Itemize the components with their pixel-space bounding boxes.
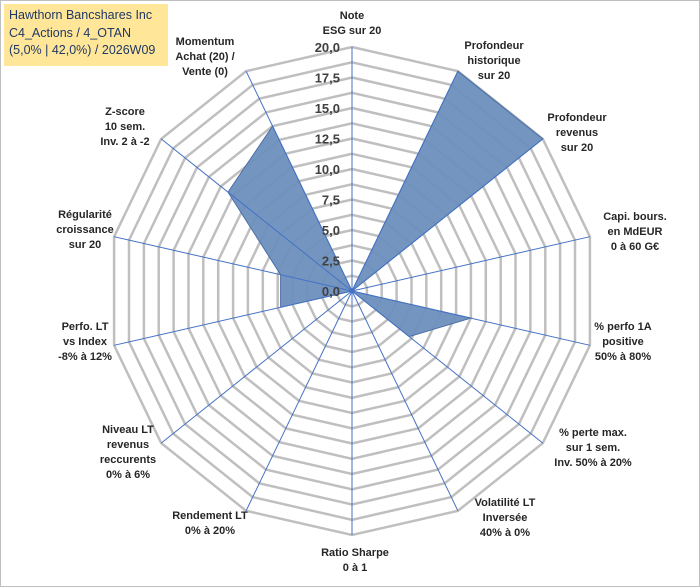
axis-label-line: Inversée	[483, 512, 528, 524]
axis-label-line: ESG sur 20	[323, 25, 382, 37]
axis-spoke	[245, 70, 353, 292]
axis-label-line: sur 20	[478, 70, 510, 82]
axis-label-line: reccurents	[100, 454, 156, 466]
axis-label-line: Note	[340, 10, 364, 22]
axis-label: Régularité croissance sur 20	[56, 209, 113, 251]
axis-label-line: 40% à 0%	[480, 527, 530, 539]
tick-label: 7,5	[322, 193, 340, 208]
axis-label: Profondeur historique sur 20	[464, 40, 524, 82]
axis-label-line: positive	[602, 336, 644, 348]
axis-label-line: en MdEUR	[608, 226, 663, 238]
radar-axis-labels: Note ESG sur 20 Profondeur historique sur 20…	[56, 10, 667, 574]
axis-label: Ratio Sharpe 0 à 1	[321, 547, 389, 574]
axis-spoke	[113, 290, 353, 346]
axis-label-line: 0 à 60 G€	[611, 241, 659, 253]
axis-label-line: Achat (20) /	[175, 51, 234, 63]
axis-label: Perfo. LT vs Index -8% à 12%	[58, 321, 112, 363]
tick-label: 20,0	[315, 40, 340, 55]
axis-label-line: 10 sem.	[105, 121, 145, 133]
axis-label: % perte max. sur 1 sem. Inv. 50% à 20%	[554, 427, 632, 469]
axis-label-line: Vente (0)	[182, 66, 228, 78]
axis-label-line: croissance	[56, 224, 113, 236]
axis-spoke	[160, 290, 353, 444]
axis-label-line: % perte max.	[559, 427, 627, 439]
axis-label-line: Perfo. LT	[62, 321, 109, 333]
axis-spoke	[351, 290, 591, 346]
axis-label-line: revenus	[107, 439, 149, 451]
axis-spoke	[245, 290, 353, 512]
axis-label: Niveau LT revenus reccurents 0% à 6%	[100, 424, 156, 481]
axis-label-line: 0 à 1	[343, 562, 367, 574]
axis-label-line: revenus	[556, 127, 598, 139]
axis-label: Rendement LT 0% à 20%	[172, 510, 248, 537]
axis-spoke	[351, 236, 591, 292]
axis-spoke	[351, 290, 459, 512]
title-line-category: C4_Actions / 4_OTAN	[9, 25, 132, 40]
axis-spoke	[351, 70, 459, 292]
axis-label-line: sur 20	[69, 239, 101, 251]
title-line-params: (5,0% | 42,0%) / 2026W09	[9, 43, 156, 57]
tick-label: 15,0	[315, 101, 340, 116]
axis-label: Note ESG sur 20	[323, 10, 382, 37]
axis-label: Profondeur revenus sur 20	[547, 112, 607, 154]
tick-label: 5,0	[322, 223, 340, 238]
axis-label-line: Ratio Sharpe	[321, 547, 389, 559]
tick-label: 2,5	[322, 254, 340, 269]
tick-label: 17,5	[315, 71, 340, 86]
axis-label-line: -8% à 12%	[58, 351, 112, 363]
tick-label: 10,0	[315, 162, 340, 177]
axis-spoke	[351, 138, 544, 292]
tick-label: 12,5	[315, 132, 340, 147]
title-line-company: Hawthorn Bancshares Inc	[9, 8, 153, 22]
axis-label-line: % perfo 1A	[594, 321, 652, 333]
axis-label: Volatilité LT Inversée 40% à 0%	[475, 497, 536, 539]
axis-label-line: Profondeur	[464, 40, 524, 52]
axis-label: % perfo 1A positive 50% à 80%	[594, 321, 652, 363]
axis-label-line: 0% à 20%	[185, 525, 235, 537]
axis-label: Momentum Achat (20) / Vente (0)	[175, 36, 234, 78]
axis-label-line: sur 20	[561, 142, 593, 154]
axis-label-line: Volatilité LT	[475, 497, 536, 509]
axis-label-line: 0% à 6%	[106, 469, 150, 481]
axis-label-line: historique	[467, 55, 520, 67]
radar-spokes	[113, 47, 591, 535]
axis-spoke	[351, 290, 544, 444]
axis-label-line: Inv. 50% à 20%	[554, 457, 632, 469]
tick-label: 0,0	[322, 284, 340, 299]
axis-label-line: Régularité	[58, 209, 112, 221]
axis-label-line: Capi. bours.	[603, 211, 667, 223]
axis-label-line: 50% à 80%	[595, 351, 651, 363]
axis-spoke	[113, 236, 353, 292]
axis-label-line: Momentum	[176, 36, 235, 48]
axis-label-line: vs Index	[63, 336, 108, 348]
axis-label-line: Z-score	[105, 106, 145, 118]
axis-label-line: Rendement LT	[172, 510, 248, 522]
radar-tick-labels: 0,0 2,5 5,0 7,5 10,0 12,5 15,0 17,5 20,0	[315, 40, 340, 299]
axis-label-line: sur 1 sem.	[566, 442, 620, 454]
axis-label-line: Inv. 2 à -2	[100, 136, 149, 148]
axis-spoke	[160, 138, 353, 292]
axis-label: Capi. bours. en MdEUR 0 à 60 G€	[603, 211, 667, 253]
axis-label-line: Profondeur	[547, 112, 607, 124]
axis-label: Z-score 10 sem. Inv. 2 à -2	[100, 106, 149, 148]
axis-label-line: Niveau LT	[102, 424, 154, 436]
chart-title-box: Hawthorn Bancshares Inc C4_Actions / 4_O…	[4, 4, 168, 66]
